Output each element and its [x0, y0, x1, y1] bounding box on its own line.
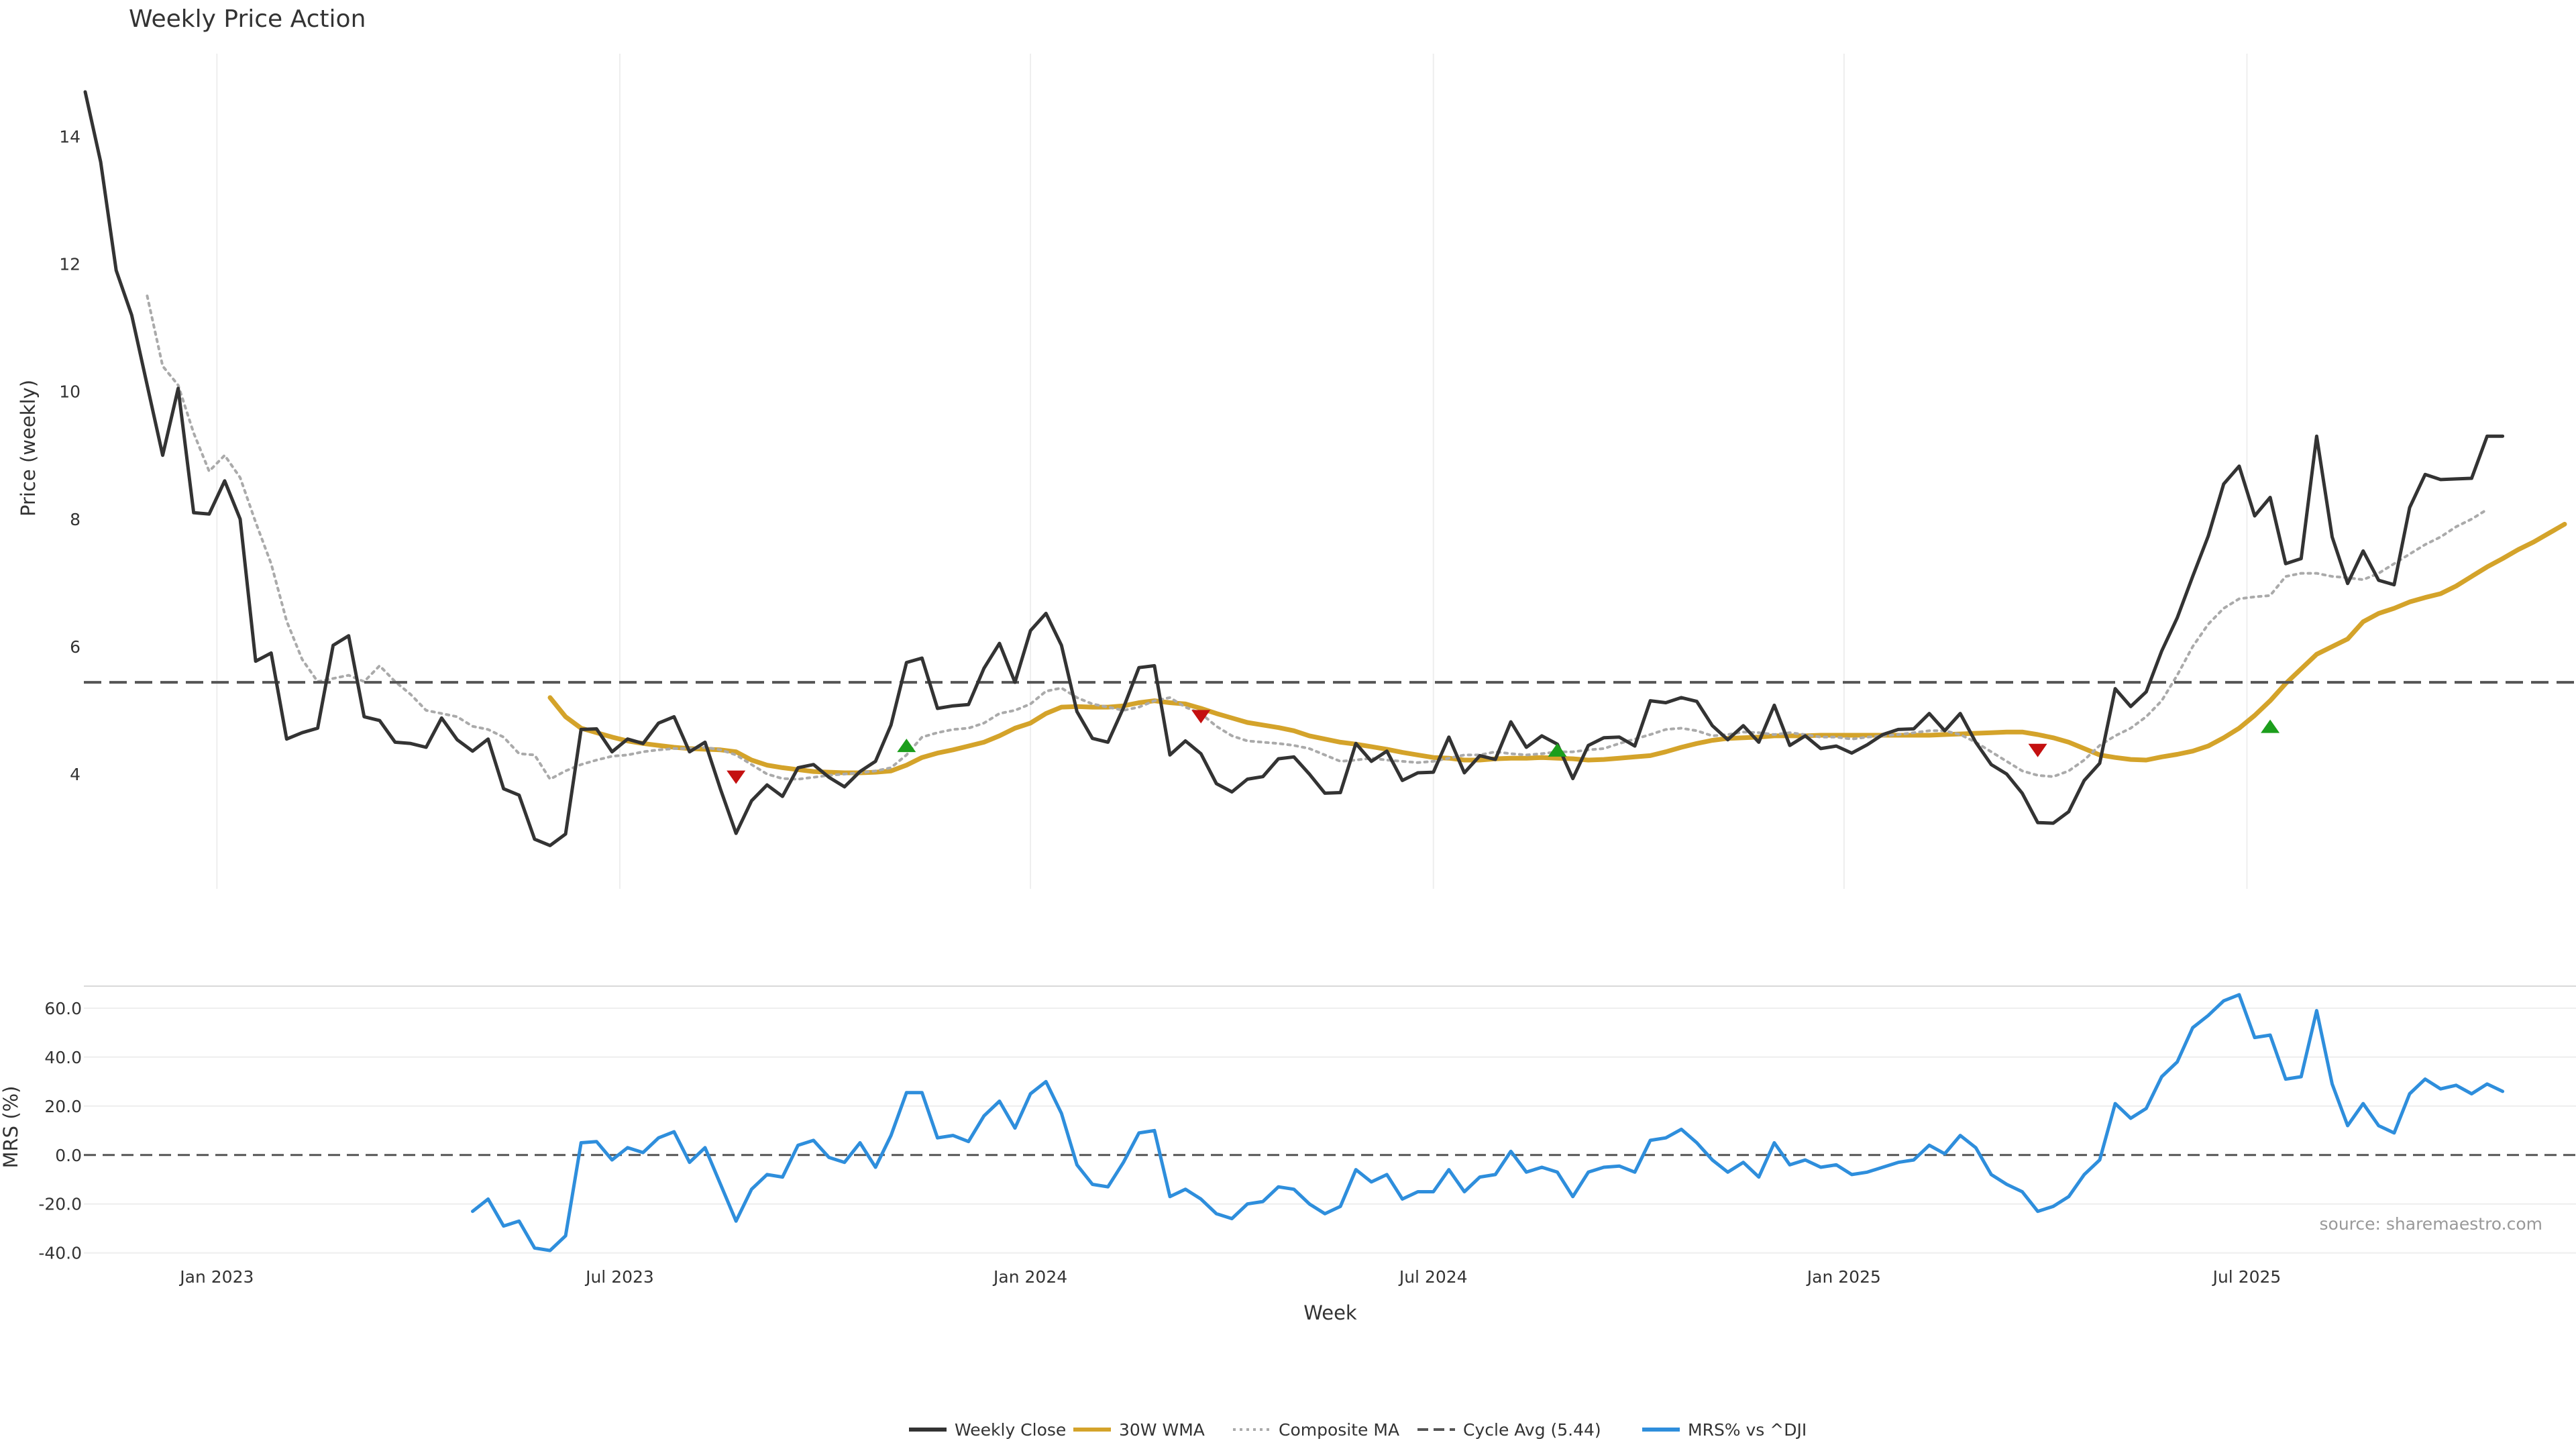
sell-signal-marker-5 [2028, 743, 2047, 757]
legend-item-cycle-avg-5-44: Cycle Avg (5.44) [1417, 1420, 1601, 1440]
buy-signal-marker-6 [2261, 719, 2280, 733]
price-series [83, 90, 2576, 847]
buy-signal-marker-2 [897, 739, 916, 753]
sell-signal-marker-3 [1191, 710, 1211, 724]
mrs-y-tick-40-0: -40.0 [38, 1244, 82, 1263]
x-tick-jul-2025: Jul 2025 [2212, 1267, 2282, 1287]
price-y-tick-10: 10 [59, 382, 80, 402]
legend-label-cycle-avg-5-44: Cycle Avg (5.44) [1463, 1420, 1601, 1440]
signal-markers [727, 710, 2280, 784]
legend-label-30w-wma: 30W WMA [1119, 1420, 1205, 1440]
x-tick-jan-2025: Jan 2025 [1806, 1267, 1881, 1287]
legend-item-composite-ma: Composite MA [1233, 1420, 1399, 1440]
x-tick-labels: Jan 2023 Jul 2023 Jan 2024 Jul 2024 Jan 2025… [178, 1267, 2281, 1287]
mrs-line [471, 993, 2505, 1252]
legend-item-weekly-close: Weekly Close [909, 1420, 1066, 1440]
composite-ma-line [146, 294, 2489, 781]
mrs-y-tick-labels: -40.0 -20.0 0.0 20.0 40.0 60.0 [38, 999, 82, 1263]
sell-signal-marker-1 [727, 770, 746, 784]
x-tick-jan-2024: Jan 2024 [992, 1267, 1067, 1287]
wma-30w-line [547, 521, 2567, 775]
price-y-tick-14: 14 [59, 127, 80, 147]
mrs-y-tick-40-0: 40.0 [44, 1048, 82, 1067]
price-y-tick-6: 6 [70, 637, 80, 657]
price-y-axis-label: Price (weekly) [17, 380, 40, 517]
chart-title: Weekly Price Action [129, 5, 366, 33]
mrs-y-tick-20-0: 20.0 [44, 1097, 82, 1116]
legend-label-weekly-close: Weekly Close [955, 1420, 1066, 1440]
x-tick-jan-2023: Jan 2023 [178, 1267, 254, 1287]
x-tick-jul-2024: Jul 2024 [1398, 1267, 1468, 1287]
mrs-y-tick-60-0: 60.0 [44, 999, 82, 1018]
legend-label-composite-ma: Composite MA [1279, 1420, 1399, 1440]
legend-item-mrs-vs-dji: MRS% vs ^DJI [1642, 1420, 1807, 1440]
buy-signal-marker-4 [1548, 743, 1567, 757]
source-note: source: sharemaestro.com [2320, 1214, 2543, 1234]
price-y-tick-12: 12 [59, 255, 80, 274]
price-y-tick-labels: 4 6 8 10 12 14 [59, 127, 80, 784]
mrs-y-tick-0-0: 0.0 [55, 1146, 82, 1165]
price-panel-gridlines [216, 54, 2248, 889]
x-axis-label: Week [1303, 1301, 1357, 1324]
mrs-panel-gridlines [84, 985, 2576, 1254]
weekly-close-line [83, 90, 2505, 847]
price-y-tick-4: 4 [70, 765, 80, 784]
mrs-y-axis-label: MRS (%) [0, 1086, 22, 1169]
mrs-series [471, 993, 2505, 1252]
mrs-y-tick-20-0: -20.0 [38, 1195, 82, 1214]
x-tick-jul-2023: Jul 2023 [584, 1267, 654, 1287]
legend-label-mrs-vs-dji: MRS% vs ^DJI [1688, 1420, 1807, 1440]
price-y-tick-8: 8 [70, 510, 80, 529]
legend-item-30w-wma: 30W WMA [1073, 1420, 1205, 1440]
legend: Weekly Close 30W WMA Composite MA Cycle Avg… [909, 1420, 1807, 1440]
